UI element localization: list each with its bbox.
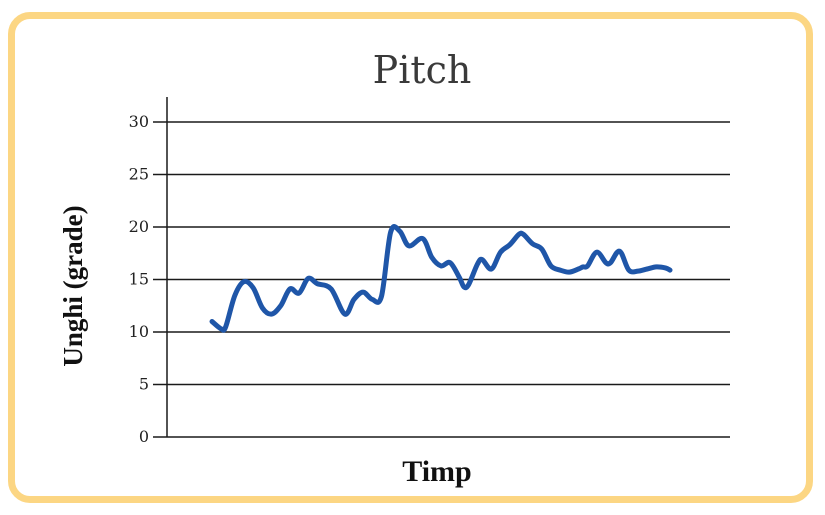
y-tick-labels: 0 5 10 15 20 25 30 — [129, 112, 149, 446]
y-tick-label-20: 20 — [129, 217, 149, 236]
y-tick-label-15: 15 — [129, 270, 149, 289]
chart-title: Pitch — [373, 48, 472, 92]
y-tick-label-30: 30 — [129, 112, 149, 131]
y-tick-label-25: 25 — [129, 165, 149, 184]
y-tick-label-0: 0 — [139, 427, 149, 446]
x-axis-label: Timp — [402, 455, 471, 488]
y-tick-label-10: 10 — [129, 322, 149, 341]
chart-card — [8, 12, 813, 503]
series-line — [209, 224, 673, 333]
y-axis-label: Unghi (grade) — [58, 205, 88, 366]
y-tick-label-5: 5 — [139, 375, 149, 394]
gridlines — [153, 121, 730, 438]
